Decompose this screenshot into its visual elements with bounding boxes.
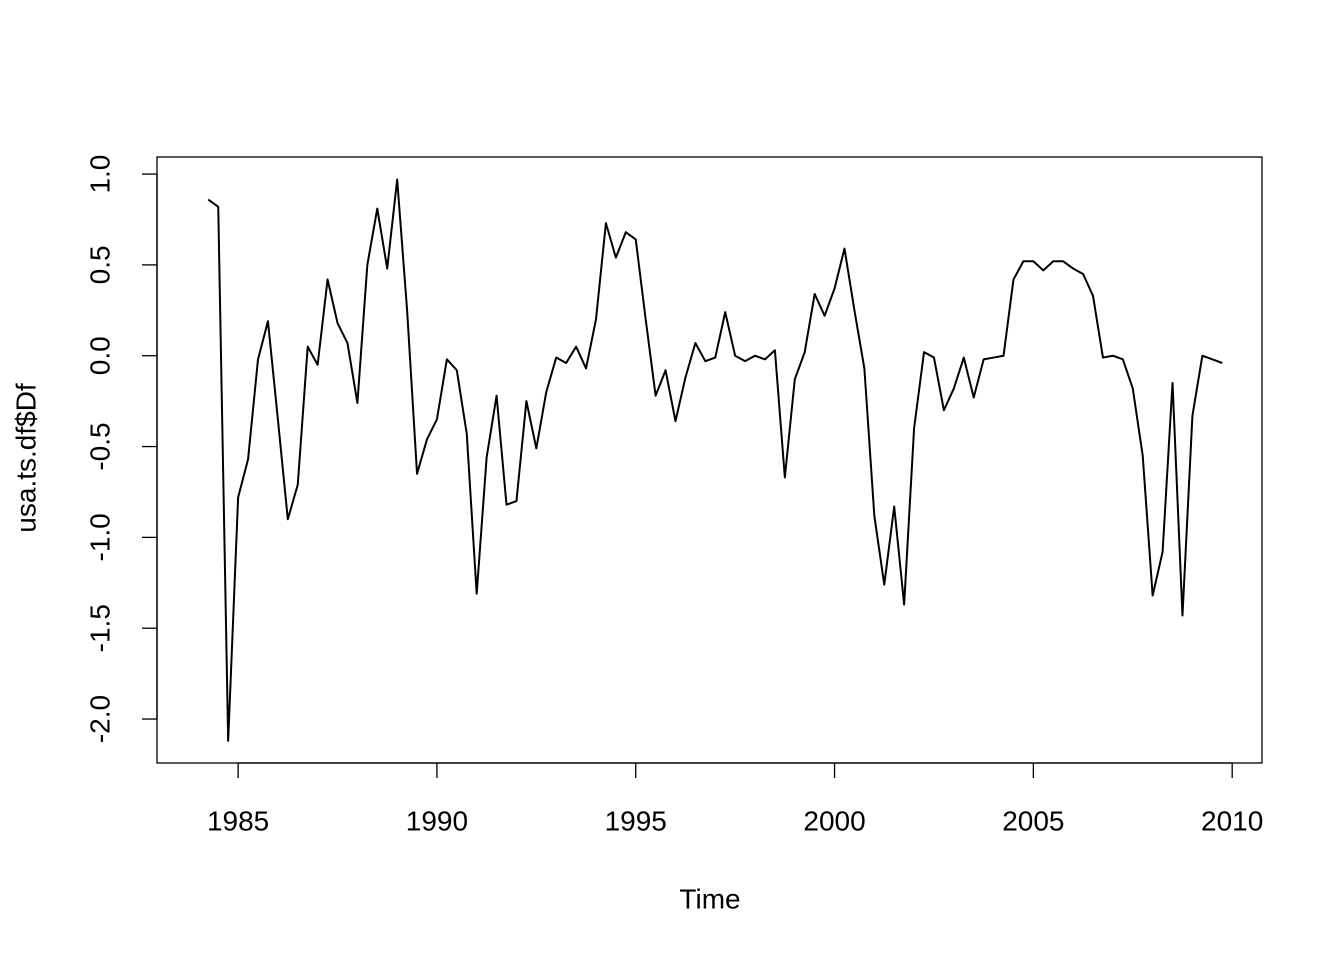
x-tick-label: 2010 xyxy=(1201,805,1263,836)
y-tick-label: -0.5 xyxy=(84,422,115,470)
y-tick-label: 0.0 xyxy=(84,336,115,375)
x-tick-label: 2000 xyxy=(803,805,865,836)
y-tick-label: -1.0 xyxy=(84,513,115,561)
y-tick-label: -2.0 xyxy=(84,695,115,743)
y-tick-label: 1.0 xyxy=(84,155,115,194)
x-tick-label: 1990 xyxy=(406,805,468,836)
plot-box xyxy=(156,156,1263,764)
x-tick-label: 1985 xyxy=(207,805,269,836)
series-line xyxy=(207,178,1223,742)
x-tick-label: 1995 xyxy=(605,805,667,836)
y-tick-label: 0.5 xyxy=(84,245,115,284)
x-axis-label: Time xyxy=(679,883,740,914)
y-tick-label: -1.5 xyxy=(84,604,115,652)
y-axis-label: usa.ts.df$Df xyxy=(10,383,41,533)
x-tick-label: 2005 xyxy=(1002,805,1064,836)
